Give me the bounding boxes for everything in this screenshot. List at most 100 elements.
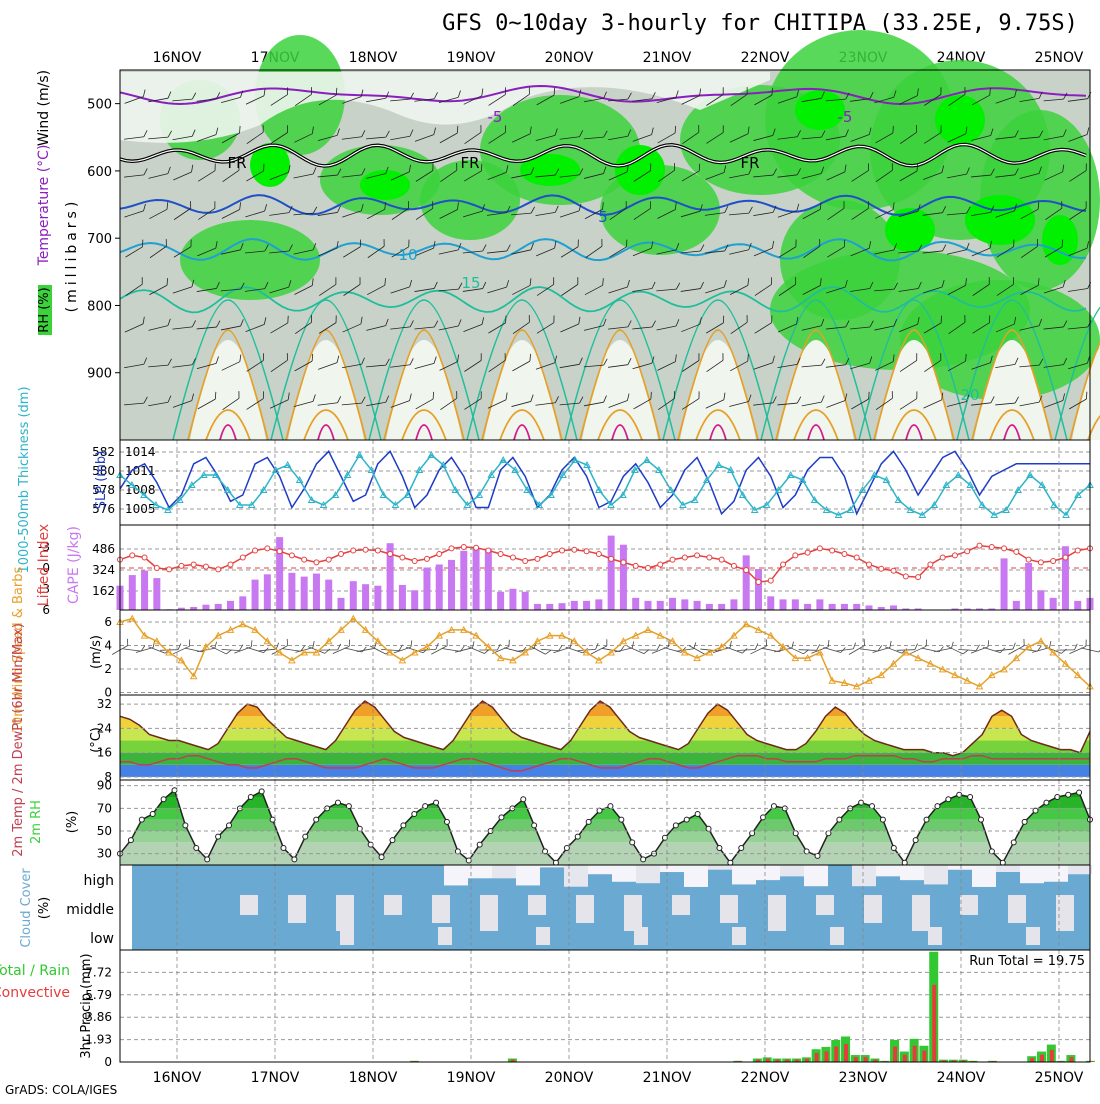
rh2m-line-point [248, 795, 253, 800]
wind10-barb [809, 640, 831, 653]
lifted-index-line-point [768, 578, 773, 583]
cloud-mid-gap [768, 895, 786, 931]
rh2m-line-point [150, 812, 155, 817]
cape-bar [411, 590, 418, 610]
rh2m-line-point [630, 840, 635, 845]
rh2m-line-point [739, 846, 744, 851]
lifted-index-line-point [326, 557, 331, 562]
cape-bar [473, 549, 480, 610]
cape-bar [227, 601, 234, 610]
lifted-index-line-point [645, 566, 650, 571]
wind10-barb [627, 641, 649, 655]
y-tick-label: 600 [87, 165, 112, 180]
lifted-index-line-point [1051, 559, 1056, 564]
date-label-bottom: 23NOV [839, 1070, 888, 1086]
rh2m-line-point [815, 853, 820, 858]
wind10-barb-flag [1062, 648, 1067, 655]
wind10-barb-flag [657, 644, 660, 650]
cloud-mid-gap [288, 895, 306, 923]
cloud-high-gap [516, 865, 540, 885]
lifted-index-line-point [228, 562, 233, 567]
cape-bar [129, 575, 136, 610]
rh2m-line-point [793, 831, 798, 836]
rh2m-line-point [281, 846, 286, 851]
temp2m-unit-label: (°C) [89, 727, 104, 753]
wind10-barb-flag [604, 639, 609, 646]
wind10-barb-staff [197, 648, 215, 651]
wind10-barb-staff [455, 648, 472, 652]
cape-bar [215, 604, 222, 610]
date-label-bottom: 21NOV [643, 1070, 692, 1086]
lifted-index-line-point [572, 547, 577, 552]
wind10-barb [650, 640, 672, 653]
lifted-index-line-point [1002, 546, 1007, 551]
rh2m-line-point [172, 788, 177, 793]
rh2m-line-point [161, 797, 166, 802]
wind10-barb [994, 643, 1016, 651]
cape-bar [571, 601, 578, 610]
wind10-barb [222, 644, 243, 651]
cape-bar [350, 581, 357, 610]
lifted-index-line-point [965, 549, 970, 554]
lifted-index-line-point [682, 555, 687, 560]
rh2m-line-point [357, 826, 362, 831]
cloud-mid-gap [384, 895, 402, 915]
cloud-high-gap [564, 865, 588, 887]
lifted-index-line-point [547, 552, 552, 557]
wind-axis-label: Wind (m/s) [36, 70, 52, 146]
rh2m-line-point [968, 795, 973, 800]
cape-bar [325, 580, 332, 610]
lifted-index-line-point [289, 553, 294, 558]
cloud-axis-label: Cloud Cover [19, 868, 34, 948]
cape-bar [1050, 598, 1057, 610]
cloud-mid-gap [432, 895, 450, 923]
cape-bar [620, 545, 627, 610]
wind10-barb [232, 640, 254, 653]
precip-axis-label: 3hr Precip (mm) [79, 953, 94, 1058]
date-label-top: 16NOV [153, 50, 202, 66]
cape-bar [890, 605, 897, 610]
rh2m-line-point [292, 857, 297, 862]
cloud-high-gap [660, 865, 684, 872]
cape-bar [644, 601, 651, 610]
rh2m-line-point [1033, 808, 1038, 813]
cape-bar [804, 604, 811, 610]
wind10-barb [1067, 640, 1089, 654]
cape-bar [264, 574, 271, 610]
rh2m-line-point [597, 808, 602, 813]
wind10-barb-flag [644, 648, 649, 655]
lifted-index-line-point [928, 562, 933, 567]
wind10-barb-staff [664, 648, 681, 653]
rh-high-fill [965, 195, 1035, 245]
slp-right-tick: 1005 [125, 502, 156, 516]
cloud-high-gap [924, 865, 948, 884]
wind-tick: 2 [104, 662, 112, 676]
rh-band [120, 831, 1090, 842]
contour-label: 20 [960, 386, 979, 404]
wind10-barb [639, 644, 660, 650]
wind10-barb [885, 641, 907, 654]
rh2m-line-point [259, 789, 264, 794]
rh2m-line-point [1044, 800, 1049, 805]
cloud-low-gap [634, 927, 648, 945]
rh2m-line-point [226, 823, 231, 828]
lifted-index-line-point [277, 549, 282, 554]
lifted-index-line-point [621, 560, 626, 565]
rh2m-line-point [826, 831, 831, 836]
wind10-barb-flag [595, 643, 598, 649]
cape-bar [730, 599, 737, 610]
contour-label: 5 [598, 208, 608, 226]
cape-bar [1001, 558, 1008, 610]
wind10-barb [1056, 644, 1077, 650]
cape-bar [460, 551, 467, 610]
lifted-index-line-point [523, 559, 528, 564]
cape-bar [436, 564, 443, 610]
precip-conv-label: Convective [0, 985, 70, 1001]
lifted-index-line-point [1014, 549, 1019, 554]
lifted-index-line-point [449, 546, 454, 551]
lifted-index-line-point [486, 548, 491, 553]
lifted-index-line-point [707, 555, 712, 560]
lifted-index-line-point [510, 555, 515, 560]
wind10-barb-staff [222, 650, 240, 651]
